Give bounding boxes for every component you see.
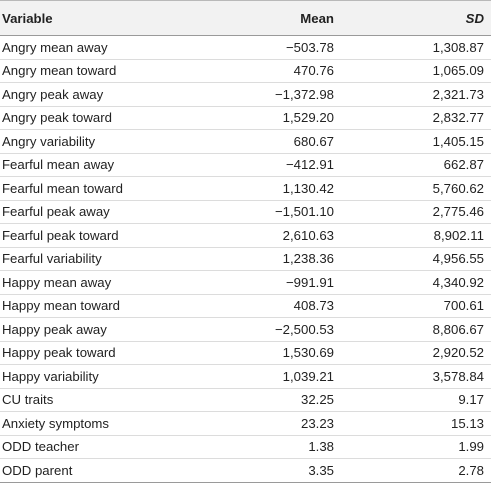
cell-variable: Angry variability — [2, 133, 96, 149]
cell-variable: Fearful mean toward — [2, 180, 123, 196]
table-row: Fearful mean toward 1,130.42 5,760.62 — [0, 177, 491, 200]
header-sd: SD — [465, 10, 484, 26]
table-row: Angry peak toward 1,529.20 2,832.77 — [0, 106, 491, 130]
table-body: Angry mean away −503.78 1,308.87 Angry mean… — [0, 36, 491, 482]
cell-sd: 2,920.52 — [432, 345, 484, 361]
cell-mean: −2,500.53 — [274, 321, 334, 337]
cell-sd: 1,065.09 — [432, 63, 484, 79]
cell-mean: 1,529.20 — [282, 110, 334, 126]
cell-variable: Fearful peak toward — [2, 227, 119, 243]
cell-sd: 1,405.15 — [432, 133, 484, 149]
cell-mean: 1,238.36 — [282, 251, 334, 267]
table-row: Happy variability 1,039.21 3,578.84 — [0, 365, 491, 388]
cell-mean: 2,610.63 — [282, 227, 334, 243]
cell-variable: Happy variability — [2, 368, 99, 384]
cell-variable: Anxiety symptoms — [2, 415, 109, 431]
cell-variable: Happy peak away — [2, 321, 107, 337]
cell-sd: 9.17 — [458, 392, 484, 408]
cell-sd: 15.13 — [450, 415, 484, 431]
cell-mean: −1,372.98 — [274, 86, 334, 102]
table-row: Fearful mean away −412.91 662.87 — [0, 153, 491, 177]
table-row: Fearful peak toward 2,610.63 8,902.11 — [0, 224, 491, 247]
header-variable: Variable — [2, 10, 53, 26]
cell-variable: Happy peak toward — [2, 345, 116, 361]
cell-variable: ODD parent — [2, 462, 73, 478]
table-header: Variable Mean SD — [0, 0, 491, 36]
cell-mean: 32.25 — [300, 392, 334, 408]
table-row: Happy peak away −2,500.53 8,806.67 — [0, 318, 491, 341]
table-row: Happy mean toward 408.73 700.61 — [0, 294, 491, 318]
header-row: Variable Mean SD — [0, 0, 491, 36]
table-row: Happy peak toward 1,530.69 2,920.52 — [0, 341, 491, 365]
cell-mean: −991.91 — [285, 274, 334, 290]
cell-variable: Angry mean away — [2, 39, 108, 55]
cell-sd: 4,340.92 — [432, 274, 484, 290]
cell-sd: 8,806.67 — [432, 321, 484, 337]
cell-sd: 8,902.11 — [433, 227, 484, 243]
cell-sd: 1.99 — [458, 439, 484, 455]
cell-mean: 3.35 — [308, 462, 334, 478]
table-row: Angry mean toward 470.76 1,065.09 — [0, 59, 491, 83]
cell-sd: 2,775.46 — [432, 204, 484, 220]
cell-variable: Fearful variability — [2, 251, 102, 267]
cell-mean: 23.23 — [300, 415, 334, 431]
cell-variable: Happy mean toward — [2, 298, 121, 314]
cell-mean: −503.78 — [285, 39, 334, 55]
cell-variable: Angry peak toward — [2, 110, 112, 126]
table-row: CU traits 32.25 9.17 — [0, 388, 491, 412]
cell-mean: −412.91 — [285, 157, 334, 173]
cell-variable: Fearful peak away — [2, 204, 110, 220]
cell-sd: 1,308.87 — [432, 39, 484, 55]
cell-mean: 1,130.42 — [282, 180, 334, 196]
table-row: Angry mean away −503.78 1,308.87 — [0, 36, 491, 59]
cell-variable: ODD teacher — [2, 439, 79, 455]
cell-mean: 470.76 — [293, 63, 334, 79]
cell-variable: CU traits — [2, 392, 54, 408]
descriptive-statistics-table: Variable Mean SD Angry mean away −503.78 1… — [0, 0, 491, 482]
cell-sd: 2,321.73 — [432, 86, 484, 102]
table-row: ODD parent 3.35 2.78 — [0, 459, 491, 482]
table-row: Angry peak away −1,372.98 2,321.73 — [0, 83, 491, 106]
cell-mean: −1,501.10 — [274, 204, 334, 220]
table-row: Anxiety symptoms 23.23 15.13 — [0, 412, 491, 435]
table-row: Fearful peak away −1,501.10 2,775.46 — [0, 200, 491, 224]
cell-mean: 408.73 — [293, 298, 334, 314]
table-row: Happy mean away −991.91 4,340.92 — [0, 271, 491, 294]
cell-sd: 700.61 — [443, 298, 484, 314]
header-mean: Mean — [300, 10, 334, 26]
cell-variable: Happy mean away — [2, 274, 112, 290]
cell-sd: 2.78 — [458, 462, 484, 478]
table-row: Angry variability 680.67 1,405.15 — [0, 130, 491, 153]
cell-mean: 680.67 — [293, 133, 334, 149]
cell-mean: 1,530.69 — [282, 345, 334, 361]
cell-variable: Angry mean toward — [2, 63, 117, 79]
cell-sd: 5,760.62 — [432, 180, 484, 196]
cell-mean: 1.38 — [308, 439, 334, 455]
cell-mean: 1,039.21 — [282, 368, 334, 384]
cell-variable: Angry peak away — [2, 86, 104, 102]
cell-sd: 4,956.55 — [432, 251, 484, 267]
table-row: Fearful variability 1,238.36 4,956.55 — [0, 247, 491, 271]
cell-variable: Fearful mean away — [2, 157, 115, 173]
cell-sd: 3,578.84 — [432, 368, 484, 384]
cell-sd: 2,832.77 — [432, 110, 484, 126]
table-row: ODD teacher 1.38 1.99 — [0, 435, 491, 459]
cell-sd: 662.87 — [443, 157, 484, 173]
